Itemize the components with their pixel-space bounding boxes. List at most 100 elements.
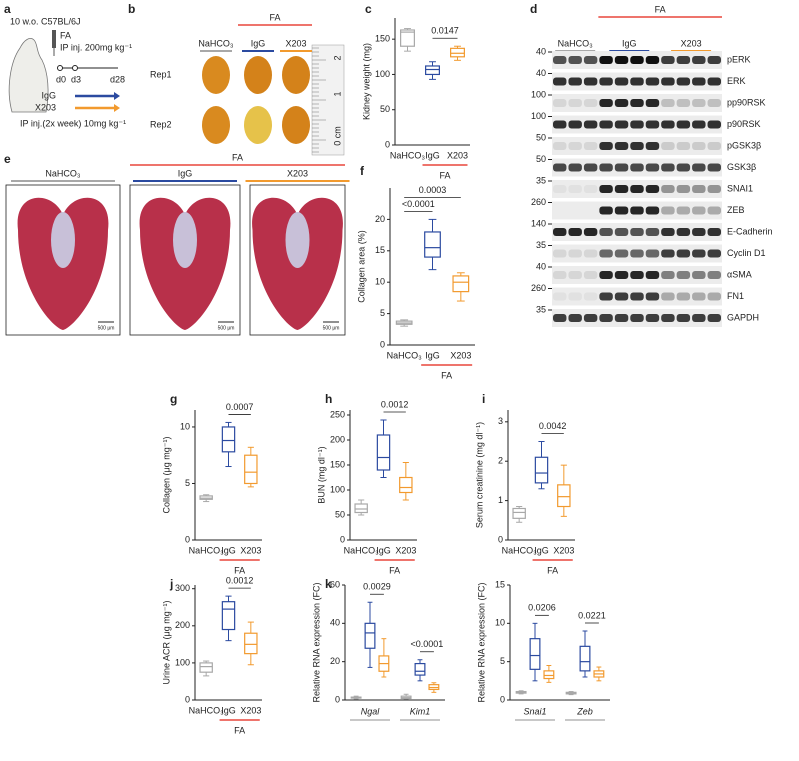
- blot-band: [630, 206, 644, 215]
- blot-band: [583, 56, 598, 64]
- group-title: FA: [269, 12, 280, 22]
- y-tick-label: 10: [375, 277, 385, 287]
- blot-band: [645, 99, 660, 107]
- blot-band: [676, 271, 691, 279]
- blot-band: [676, 228, 691, 236]
- blot-band: [692, 77, 706, 86]
- blot-band: [599, 228, 613, 236]
- blot-band: [630, 163, 644, 172]
- panel-letter: e: [4, 152, 11, 166]
- panel-letter: b: [128, 2, 135, 16]
- blot-band: [614, 120, 629, 129]
- blot-band: [707, 77, 721, 86]
- blot-band: [707, 56, 721, 64]
- p-value: 0.0012: [381, 399, 409, 409]
- p-value: 0.0206: [528, 603, 556, 613]
- blot-band: [553, 207, 566, 215]
- blot-band: [676, 120, 691, 129]
- blot-band: [676, 249, 691, 258]
- arrow-head: [114, 104, 120, 112]
- y-tick-label: 250: [330, 409, 345, 419]
- blot-band: [614, 142, 629, 150]
- treatment-label: IgG: [41, 90, 56, 100]
- blot-band: [614, 228, 629, 236]
- x-tick-label: X203: [447, 150, 468, 160]
- blot-band: [630, 185, 644, 193]
- box: [221, 426, 236, 453]
- x-tick-label: IgG: [221, 705, 236, 715]
- blot-band: [599, 120, 613, 129]
- blot-band: [568, 77, 582, 86]
- x-tick-label: IgG: [425, 150, 440, 160]
- blot-band: [630, 142, 644, 150]
- blot-band: [692, 249, 706, 258]
- blot-band: [599, 142, 613, 150]
- blot-band: [568, 120, 582, 129]
- blot-band: [614, 185, 629, 193]
- arrow-head: [114, 92, 120, 100]
- band-label: αSMA: [727, 269, 752, 279]
- blot-band: [676, 163, 691, 172]
- group-title: FA: [389, 565, 400, 575]
- blot-band: [568, 56, 582, 64]
- blot-band: [661, 77, 675, 86]
- panel-letter: i: [482, 392, 485, 406]
- y-tick-label: 0: [385, 139, 390, 149]
- blot-band: [614, 249, 629, 258]
- p-value: 0.0147: [431, 26, 459, 36]
- group-label: IgG: [251, 38, 266, 48]
- ruler-label: 1: [332, 91, 342, 96]
- blot-band: [599, 271, 613, 279]
- strain-text: 10 w.o. C57BL/6J: [10, 16, 81, 26]
- blot-band: [692, 271, 706, 279]
- x-tick-label: X203: [240, 545, 261, 555]
- blot-band: [645, 56, 660, 64]
- blot-band: [661, 292, 675, 301]
- kidney-photo: [202, 56, 230, 94]
- blot-band: [661, 120, 675, 129]
- box: [529, 638, 541, 670]
- y-axis-label: Relative RNA expression (FC): [311, 582, 321, 702]
- blot-band: [661, 142, 675, 150]
- x-tick-label: X203: [395, 545, 416, 555]
- band-label: SNAI1: [727, 183, 753, 193]
- blot-band: [630, 99, 644, 107]
- x-tick-label: IgG: [534, 545, 549, 555]
- blot-band: [645, 77, 660, 86]
- blot-band: [676, 292, 691, 301]
- box: [450, 47, 465, 58]
- y-tick-label: 5: [500, 656, 505, 666]
- y-tick-label: 1: [498, 495, 503, 505]
- blot-band: [661, 56, 675, 64]
- mw-label: 260: [531, 283, 546, 293]
- x-tick-label: X203: [450, 350, 471, 360]
- blot-band: [614, 292, 629, 301]
- blot-band: [553, 120, 567, 129]
- box: [557, 484, 571, 508]
- blot-band: [707, 185, 721, 193]
- group-label: IgG: [622, 38, 637, 48]
- blot-band: [568, 207, 581, 215]
- blot-band: [661, 99, 675, 107]
- y-tick-label: 0: [500, 694, 505, 704]
- blot-band: [583, 142, 598, 150]
- blot-band: [599, 99, 613, 107]
- blot-band: [661, 249, 675, 258]
- band-label: p90RSK: [727, 119, 761, 129]
- panel-letter: k: [325, 577, 332, 591]
- blot-band: [568, 99, 582, 107]
- box: [512, 507, 526, 519]
- y-tick-label: 5: [185, 478, 190, 488]
- y-tick-label: 10: [495, 618, 505, 628]
- box: [244, 454, 258, 485]
- group-label: X203: [681, 38, 702, 48]
- kidney-medulla: [285, 212, 310, 268]
- mw-label: 40: [536, 68, 546, 78]
- day-label: d3: [71, 74, 81, 84]
- blot-band: [614, 271, 629, 279]
- y-tick-label: 0: [185, 534, 190, 544]
- band-label: ERK: [727, 76, 746, 86]
- box: [199, 662, 213, 673]
- row-label: Rep1: [150, 69, 172, 79]
- blot-band: [553, 185, 567, 193]
